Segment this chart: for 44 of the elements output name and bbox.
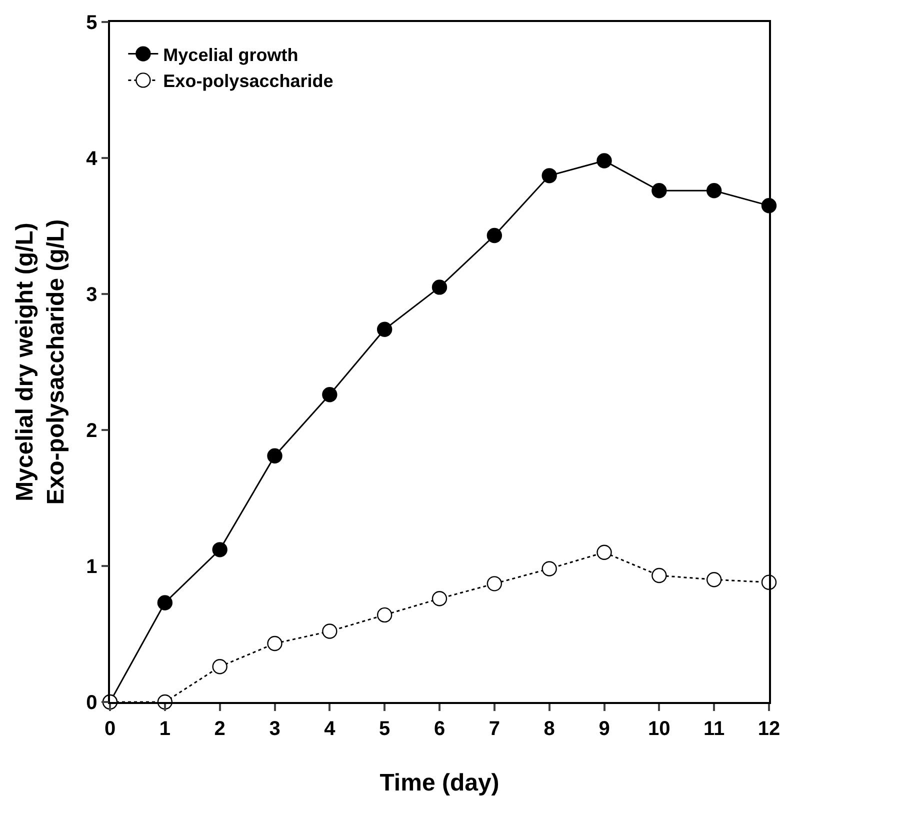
point <box>596 544 612 560</box>
point <box>376 607 392 623</box>
y-tick-label: 0 <box>86 692 98 714</box>
y-tick-label: 3 <box>86 284 98 306</box>
point <box>652 568 667 584</box>
point <box>706 572 722 588</box>
point <box>376 322 392 337</box>
x-tick-label: 1 <box>159 718 170 740</box>
point <box>652 183 667 198</box>
point <box>267 448 282 464</box>
x-axis-title: Time (day) <box>380 770 500 797</box>
legend-label: Mycelial growth <box>163 44 298 65</box>
point <box>542 168 557 184</box>
point <box>267 636 282 652</box>
point <box>212 542 228 558</box>
y-axis-title: Mycelial dry weight (g/L) Exo-polysaccharide (g/L) <box>12 219 70 505</box>
point <box>212 659 228 674</box>
x-tick-label: 9 <box>598 718 610 740</box>
x-tick-label: 4 <box>324 718 336 740</box>
x-tick-label: 0 <box>104 718 116 740</box>
x-tick-label: 10 <box>648 718 670 740</box>
point <box>432 591 448 606</box>
y-tick-label: 4 <box>86 148 98 170</box>
point <box>542 561 557 576</box>
y-tick-label: 1 <box>86 556 98 578</box>
point <box>322 387 338 402</box>
x-tick-label: 7 <box>488 718 500 740</box>
x-tick-label: 5 <box>379 718 390 740</box>
point <box>706 183 722 198</box>
x-tick-label: 2 <box>214 718 226 740</box>
y-tick-label: 2 <box>86 420 98 442</box>
point <box>432 280 448 295</box>
x-tick-label: 11 <box>704 718 725 740</box>
y-tick-label: 5 <box>86 12 98 34</box>
point <box>486 576 502 592</box>
x-tick-label: 12 <box>758 718 780 740</box>
legend-label: Exo-polysaccharide <box>163 71 334 92</box>
point <box>157 595 173 610</box>
x-tick-label: 8 <box>544 718 555 740</box>
point <box>322 624 338 639</box>
x-tick-label: 3 <box>269 718 280 740</box>
x-tick-label: 6 <box>434 718 446 740</box>
point <box>486 228 502 244</box>
point <box>596 153 612 168</box>
